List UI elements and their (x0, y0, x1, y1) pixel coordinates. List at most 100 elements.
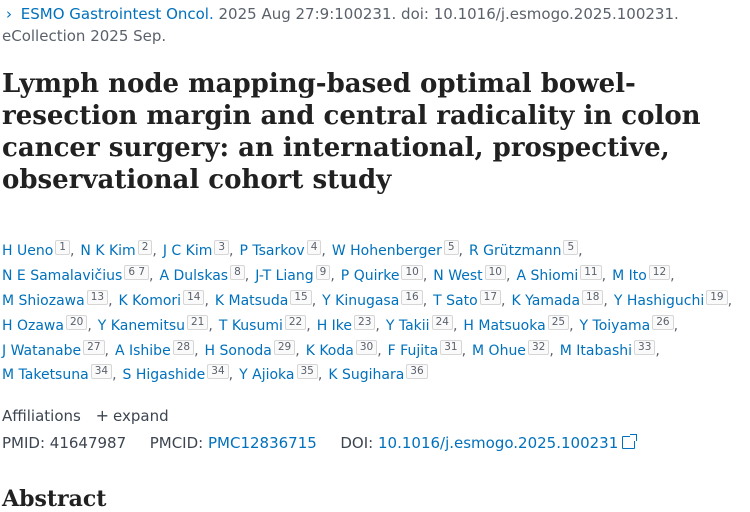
affiliation-number[interactable]: 2 (137, 240, 153, 255)
author-name[interactable]: N E Samalavičius (2, 267, 123, 284)
author-name[interactable]: M Itabashi (559, 342, 633, 359)
author-name[interactable]: F Fujita (387, 342, 439, 359)
affiliation-number[interactable]: 34 (207, 364, 229, 380)
author-name[interactable]: N West (433, 267, 483, 284)
author-name[interactable]: Y Toiyama (579, 317, 651, 334)
author-name[interactable]: H Ozawa (2, 317, 64, 334)
affiliation-number[interactable]: 29 (273, 339, 296, 355)
author-name[interactable]: Y Kanemitsu (97, 317, 185, 334)
author-separator: , (670, 267, 675, 284)
affiliation-number[interactable]: 5 (443, 240, 459, 255)
affiliation-number[interactable]: 24 (431, 314, 453, 330)
affiliation-number[interactable]: 18 (582, 289, 604, 305)
affiliation-number[interactable]: 30 (355, 339, 378, 355)
chevron-right-icon[interactable]: › (6, 5, 12, 23)
author-name[interactable]: H Ueno (2, 243, 54, 259)
author-name[interactable]: K Yamada (511, 292, 581, 309)
affiliation-number[interactable]: 4 (306, 240, 322, 255)
pmcid-link[interactable]: PMC12836715 (208, 434, 317, 452)
author-name[interactable]: A Dulskas (159, 267, 229, 284)
author-name[interactable]: M Ito (612, 267, 647, 284)
journal-link[interactable]: ESMO Gastrointest Oncol. (20, 5, 214, 23)
author-name[interactable]: K Matsuda (214, 292, 289, 309)
affiliation-number[interactable]: 9 (315, 264, 331, 280)
author-row: J Watanabe 27, A Ishibe 28, H Sonoda 29, K Kod… (2, 339, 748, 364)
author-name[interactable]: Y Takii (385, 317, 430, 334)
affiliation-number[interactable]: 14 (183, 289, 205, 305)
affiliation-number[interactable]: 15 (290, 289, 312, 305)
author-name[interactable]: W Hohenberger (331, 243, 442, 259)
author-name[interactable]: T Sato (433, 292, 478, 309)
author-name[interactable]: A Shiomi (516, 267, 579, 284)
affiliation-number[interactable]: 25 (547, 314, 570, 330)
affiliations-toggle[interactable]: Affiliations + expand (2, 405, 169, 427)
author-name[interactable]: J-T Liang (255, 267, 314, 284)
affiliation-number[interactable]: 13 (86, 289, 109, 305)
affiliation-number[interactable]: 17 (479, 289, 502, 305)
author-separator: , (375, 317, 380, 334)
author-separator: , (229, 243, 234, 259)
author-name[interactable]: R Grützmann (469, 243, 562, 259)
affiliation-number[interactable]: 16 (401, 289, 423, 305)
author-name[interactable]: Y Kinugasa (322, 292, 400, 309)
affiliation-number[interactable]: 21 (186, 314, 209, 330)
author-name[interactable]: Y Hashiguchi (613, 292, 705, 309)
author-separator: , (104, 342, 109, 359)
author-separator: , (152, 243, 157, 259)
affiliation-number[interactable]: 8 (230, 264, 245, 280)
affiliation-number[interactable]: 11 (580, 264, 602, 280)
affiliation-number[interactable]: 33 (634, 339, 656, 355)
affiliation-number[interactable]: 31 (440, 339, 462, 355)
author-name[interactable]: K Koda (305, 342, 354, 359)
affiliation-number[interactable]: 35 (296, 364, 318, 380)
author-name[interactable]: H Matsuoka (463, 317, 546, 334)
affiliation-number[interactable]: 19 (706, 289, 728, 305)
external-link-icon[interactable] (622, 434, 638, 449)
article-title: Lymph node mapping-based optimal bowel-r… (2, 69, 701, 195)
author-name[interactable]: P Tsarkov (239, 243, 305, 259)
affiliation-number[interactable]: 23 (354, 314, 376, 330)
affiliation-number[interactable]: 32 (527, 339, 550, 355)
plus-icon[interactable]: + (95, 406, 110, 425)
affiliations-label: Affiliations (2, 407, 81, 425)
affiliation-number[interactable]: 27 (83, 339, 105, 355)
author-separator: , (422, 292, 428, 309)
affiliation-number[interactable]: 20 (65, 314, 88, 330)
expand-link[interactable]: expand (113, 407, 169, 425)
author-name[interactable]: S Higashide (122, 367, 206, 384)
author-name[interactable]: K Sugihara (328, 367, 405, 384)
affiliation-number[interactable]: 26 (652, 314, 674, 330)
author-separator: , (506, 267, 511, 284)
author-separator: , (108, 292, 113, 309)
author-name[interactable]: H Ike (316, 317, 353, 334)
author-list: H Ueno 1, N K Kim 2, J C Kim 3, P Tsarkov 4, W H… (2, 239, 748, 388)
affiliation-number[interactable]: 36 (406, 364, 428, 380)
author-name[interactable]: N K Kim (80, 243, 136, 259)
author-separator: , (549, 342, 554, 359)
author-separator: , (458, 243, 463, 259)
author-name[interactable]: H Sonoda (204, 342, 272, 359)
affiliation-number[interactable]: 1 (55, 240, 70, 255)
author-name[interactable]: T Kusumi (218, 317, 283, 334)
affiliation-number[interactable]: 6 7 (124, 264, 150, 280)
author-name[interactable]: M Ohue (472, 342, 526, 359)
affiliation-number[interactable]: 22 (284, 314, 307, 330)
author-separator: , (87, 317, 92, 334)
affiliation-number[interactable]: 10 (484, 264, 506, 280)
affiliation-number[interactable]: 28 (172, 339, 195, 355)
author-name[interactable]: J Watanabe (2, 342, 82, 359)
affiliation-number[interactable]: 3 (214, 240, 230, 255)
author-name[interactable]: P Quirke (340, 267, 400, 284)
affiliation-number[interactable]: 34 (90, 364, 113, 380)
affiliation-number[interactable]: 5 (563, 240, 579, 255)
pmcid-label: PMCID: (149, 434, 204, 452)
author-name[interactable]: J C Kim (162, 243, 213, 259)
author-name[interactable]: M Shiozawa (2, 292, 85, 309)
author-name[interactable]: Y Ajioka (239, 367, 295, 384)
author-name[interactable]: K Komori (118, 292, 182, 309)
affiliation-number[interactable]: 12 (648, 264, 671, 280)
author-name[interactable]: A Ishibe (114, 342, 171, 359)
affiliation-number[interactable]: 10 (401, 264, 423, 280)
doi-link[interactable]: 10.1016/j.esmogo.2025.100231 (378, 434, 619, 452)
author-name[interactable]: M Taketsuna (2, 367, 89, 384)
